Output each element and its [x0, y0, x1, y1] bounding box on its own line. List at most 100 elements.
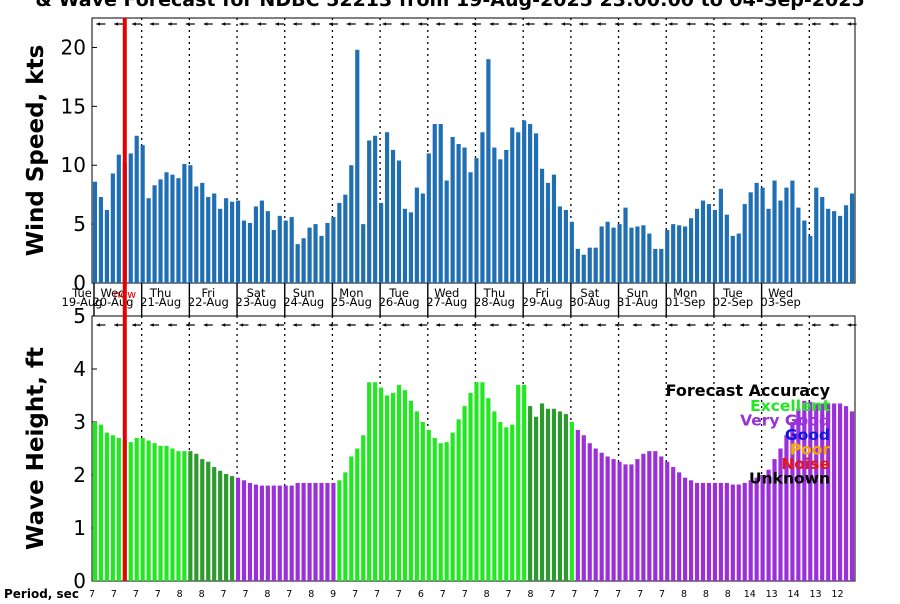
day-label-dow: Fri [202, 286, 216, 300]
wave-bar [194, 453, 199, 581]
wave-arrow [471, 323, 481, 327]
period-value: 7 [549, 589, 555, 600]
wave-bar [253, 484, 259, 581]
wind-bar [498, 159, 503, 283]
wave-bar [414, 411, 419, 581]
wind-bar [146, 198, 151, 283]
wind-bar [700, 200, 706, 283]
wind-bar [241, 220, 247, 283]
wind-arrow-head [650, 22, 655, 26]
wave-bar [92, 422, 98, 581]
wind-bar [450, 136, 455, 283]
wind-bar [331, 217, 336, 283]
wave-arrow-head [311, 323, 315, 327]
day-label-dow: Mon [339, 286, 363, 300]
wave-bar [146, 440, 151, 581]
wave-arrow-head [704, 323, 709, 327]
period-value: 7 [506, 589, 512, 600]
wave-bar [307, 482, 312, 581]
wind-arrow [525, 22, 535, 26]
wind-bar [539, 168, 545, 283]
wave-bar [182, 451, 187, 581]
wind-bar [528, 124, 533, 283]
wave-arrow [829, 323, 839, 327]
wave-bar [206, 461, 211, 581]
period-value: 7 [221, 589, 227, 600]
wave-bar [361, 435, 366, 581]
wave-arrow [257, 323, 267, 327]
wind-arrow-head [257, 22, 261, 26]
wave-bar [522, 384, 527, 581]
wind-bar [629, 227, 634, 283]
wind-bar [748, 192, 753, 283]
period-value: 9 [330, 589, 336, 600]
wave-bar [462, 406, 467, 581]
wave-bar [355, 448, 360, 581]
wind-arrow [418, 22, 428, 26]
wave-bar [599, 452, 604, 581]
wind-bar [134, 135, 139, 283]
wave-bar [367, 382, 372, 581]
wave-arrow-head [686, 323, 691, 327]
wind-bar [224, 198, 229, 283]
wave-bar [635, 459, 640, 581]
wind-arrow [203, 22, 213, 26]
wave-bar [289, 485, 294, 581]
wind-bar [808, 235, 813, 283]
wind-arrow-head [686, 22, 691, 26]
wave-arrow [615, 323, 625, 327]
wave-bar [593, 448, 598, 581]
wave-arrow-head [185, 323, 190, 327]
wave-frame [91, 315, 856, 582]
period-value: 6 [418, 589, 424, 600]
wave-bar [265, 485, 270, 581]
wave-arrow-head [650, 323, 655, 327]
wave-bar [486, 398, 491, 581]
wind-bar [361, 224, 366, 283]
wind-arrow [150, 22, 160, 26]
wind-bar [158, 179, 163, 283]
wind-arrow [167, 22, 177, 26]
wind-arrow [597, 22, 607, 26]
wave-arrow [597, 323, 607, 327]
wave-bar [384, 395, 390, 581]
wave-bar [474, 382, 479, 581]
wind-arrow [400, 22, 410, 26]
wave-bar [504, 427, 509, 581]
wave-arrow-head [668, 323, 673, 327]
wind-bar [730, 235, 735, 283]
wind-bar [647, 233, 652, 283]
wind-arrow [96, 22, 106, 26]
wind-arrow-head [436, 22, 440, 26]
wind-bar [271, 230, 276, 283]
day-label-dow: Wed [768, 286, 793, 300]
wave-bar [778, 448, 783, 581]
wave-ytick-label: 2 [73, 463, 86, 487]
wind-arrow [775, 22, 785, 26]
wind-arrow [561, 22, 571, 26]
day-label-dow: Tue [71, 286, 92, 300]
wave-bar [623, 464, 628, 581]
wave-arrow [543, 323, 553, 327]
wave-bar [724, 482, 729, 581]
day-label-dow: Sat [247, 286, 266, 300]
wind-bar [212, 193, 217, 283]
wave-bar [408, 400, 413, 581]
wind-bar [408, 212, 413, 283]
wind-bar [718, 188, 723, 283]
wind-arrow-head [758, 22, 762, 26]
wind-bar [384, 132, 390, 283]
wind-bar [206, 197, 211, 283]
wave-arrow-head [811, 323, 816, 327]
wind-arrow [328, 22, 338, 26]
wave-arrow-head [597, 323, 601, 327]
wave-bar [629, 464, 634, 581]
day-label-dow: Sun [293, 286, 315, 300]
wind-bar [98, 197, 104, 283]
wave-arrow [811, 323, 821, 327]
period-value: 7 [462, 589, 468, 600]
wave-arrow [114, 323, 124, 327]
wind-arrow-head [543, 22, 548, 26]
wind-arrow [185, 22, 195, 26]
wave-arrow-head [275, 323, 279, 327]
